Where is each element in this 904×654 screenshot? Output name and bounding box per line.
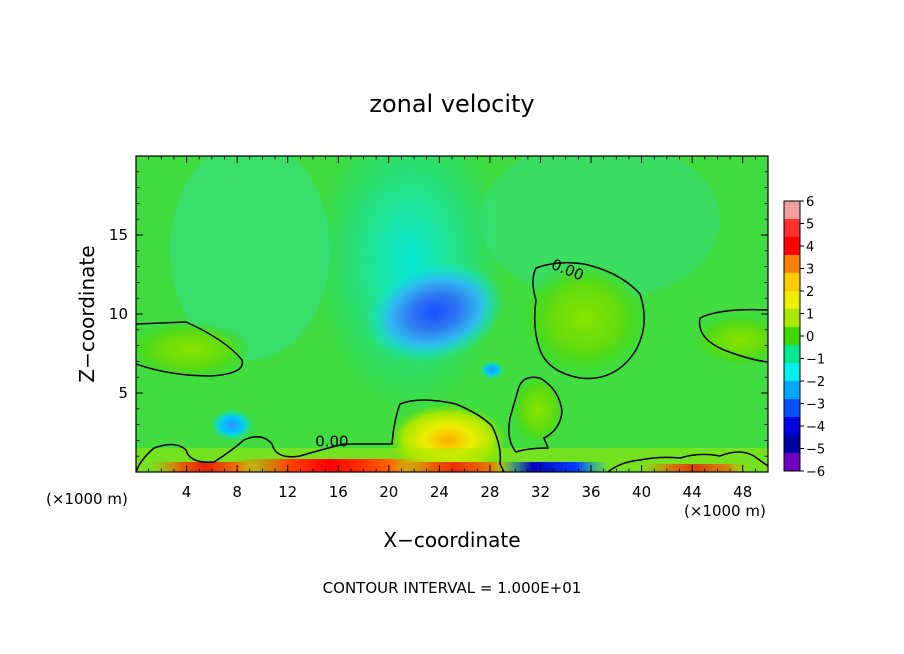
colorbar-label: 6 <box>806 195 814 210</box>
colorbar-swatch <box>784 219 800 238</box>
x-tick-label: 32 <box>531 483 550 501</box>
contour-interval-note: CONTOUR INTERVAL = 1.000E+01 <box>323 579 582 597</box>
x-tick-label: 20 <box>379 483 398 501</box>
x-axis-label: X−coordinate <box>383 528 520 552</box>
colorbar-label: −2 <box>806 375 825 390</box>
colorbar-label: 2 <box>806 285 814 300</box>
colorbar-label: 5 <box>806 218 814 233</box>
x-tick-label: 4 <box>182 483 192 501</box>
x-tick-label: 8 <box>232 483 242 501</box>
colorbar-swatch <box>784 291 800 310</box>
colorbar-label: −3 <box>806 398 825 413</box>
x-tick-label: 44 <box>683 483 702 501</box>
colorbar-label: −4 <box>806 420 825 435</box>
x-tick-label: 24 <box>430 483 449 501</box>
y-tick-label: 15 <box>109 226 128 244</box>
y-tick-label: 10 <box>109 305 128 323</box>
colorbar-swatch <box>784 381 800 400</box>
colorbar-swatch <box>784 453 800 472</box>
y-axis-label: Z−coordinate <box>75 245 99 382</box>
chart-title: zonal velocity <box>369 90 534 118</box>
colorbar-swatch <box>784 237 800 256</box>
velocity-field <box>136 156 768 472</box>
x-unit-label-right: (×1000 m) <box>684 502 766 520</box>
colorbar-swatch <box>784 327 800 346</box>
colorbar-swatch <box>784 201 800 220</box>
zero-contours <box>136 261 768 472</box>
colorbar-swatch <box>784 417 800 436</box>
colorbar-label: −6 <box>806 465 825 480</box>
colorbar-label: 0 <box>806 330 814 345</box>
colorbar-label: −1 <box>806 353 825 368</box>
colorbar-swatch <box>784 345 800 364</box>
colorbar-swatch <box>784 363 800 382</box>
x-tick-label: 36 <box>581 483 600 501</box>
colorbar-swatch <box>784 399 800 418</box>
colorbar-swatch <box>784 309 800 328</box>
x-tick-label: 12 <box>278 483 297 501</box>
y-axis-ticks: 5 10 15 <box>109 171 768 457</box>
colorbar-swatch <box>784 255 800 274</box>
x-tick-label: 48 <box>733 483 752 501</box>
colorbar-label: 4 <box>806 240 814 255</box>
contour-label: 0.00 <box>315 433 348 451</box>
x-axis-ticks: 4 8 12 16 20 24 28 32 36 40 44 48 <box>148 156 756 501</box>
colorbar-label: −5 <box>806 443 825 458</box>
colorbar: 6 5 4 3 2 1 0 −1 −2 −3 −4 −5 −6 <box>783 195 825 480</box>
colorbar-swatch <box>784 435 800 454</box>
colorbar-swatch <box>784 273 800 292</box>
x-unit-label-left: (×1000 m) <box>46 490 128 508</box>
x-tick-label: 28 <box>480 483 499 501</box>
colorbar-label: 3 <box>806 263 814 278</box>
x-tick-label: 16 <box>329 483 348 501</box>
y-tick-label: 5 <box>118 384 128 402</box>
x-tick-label: 40 <box>632 483 651 501</box>
colorbar-label: 1 <box>806 308 814 323</box>
